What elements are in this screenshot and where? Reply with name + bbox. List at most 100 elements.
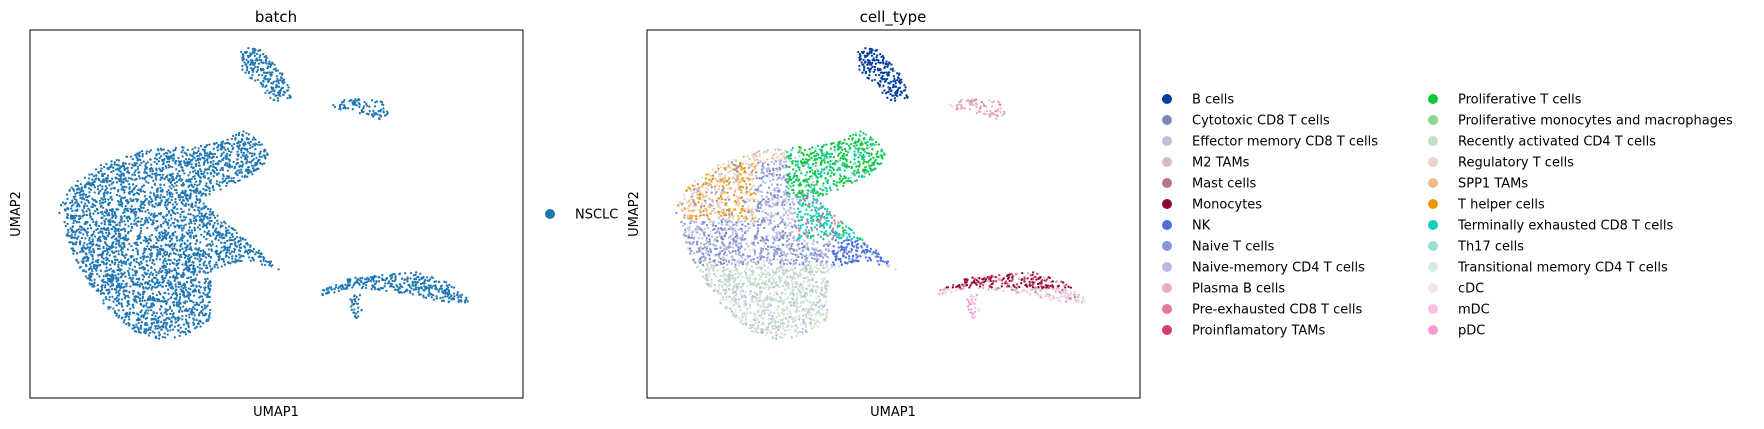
batch-point <box>69 241 73 244</box>
batch-point <box>66 197 69 201</box>
batch-point <box>183 204 186 207</box>
batch-point <box>351 108 354 111</box>
batch-point <box>204 278 207 281</box>
batch-point <box>89 272 92 275</box>
batch-point <box>72 189 76 192</box>
batch-point <box>121 185 124 188</box>
batch-point <box>144 164 147 167</box>
batch-point <box>441 296 444 299</box>
batch-point <box>141 210 144 213</box>
batch-point <box>87 207 90 210</box>
batch-point <box>124 275 127 278</box>
batch-point <box>215 263 219 266</box>
batch-point <box>179 215 182 219</box>
batch-point <box>428 278 432 281</box>
batch-point <box>381 278 385 282</box>
batch-point <box>321 292 324 296</box>
cell-type-point <box>717 167 720 170</box>
batch-point <box>127 318 131 321</box>
batch-point <box>203 170 206 174</box>
batch-point <box>219 144 223 148</box>
batch-point <box>377 280 381 283</box>
batch-point <box>246 166 250 169</box>
batch-point <box>89 226 93 230</box>
batch-point <box>158 235 161 238</box>
batch-point <box>129 197 132 201</box>
cell-type-point <box>859 130 862 133</box>
batch-point <box>116 279 119 282</box>
batch-point <box>90 182 93 185</box>
batch-point <box>88 194 91 198</box>
batch-point <box>409 277 412 280</box>
batch-point <box>226 261 230 264</box>
batch-point <box>197 322 200 326</box>
batch-point <box>199 325 202 328</box>
batch-point <box>259 81 263 85</box>
batch-point <box>247 256 251 259</box>
batch-point <box>257 141 261 144</box>
batch-point <box>240 147 243 150</box>
batch-point <box>239 246 243 249</box>
batch-point <box>182 215 186 218</box>
batch-point <box>190 313 193 316</box>
batch-point <box>143 290 146 293</box>
batch-point <box>148 150 151 154</box>
batch-point <box>178 259 181 262</box>
batch-point <box>437 290 440 293</box>
batch-point <box>97 244 101 247</box>
batch-point <box>261 85 264 88</box>
batch-point <box>186 290 189 293</box>
batch-point <box>76 202 80 205</box>
cell-type-point <box>847 137 851 141</box>
cell-type-point <box>801 288 805 292</box>
batch-point <box>197 147 200 150</box>
batch-point <box>198 284 201 288</box>
batch-point <box>81 246 84 250</box>
batch-point <box>196 173 199 176</box>
cell-type-point <box>798 247 801 250</box>
batch-point <box>91 238 94 241</box>
batch-point <box>206 157 209 160</box>
batch-point <box>163 183 166 186</box>
batch-point <box>192 175 195 179</box>
batch-point <box>137 216 140 219</box>
cell-type-point <box>755 163 758 167</box>
batch-point <box>173 336 176 339</box>
cell-type-point <box>796 326 799 329</box>
batch-point <box>354 315 357 319</box>
batch-point <box>120 261 123 265</box>
batch-point <box>171 172 174 175</box>
cell-type-point <box>796 215 799 219</box>
cell-type-point <box>739 321 742 324</box>
batch-point <box>259 67 263 71</box>
batch-point <box>174 291 178 295</box>
batch-point <box>106 226 110 230</box>
batch-point <box>197 249 200 252</box>
batch-point <box>199 241 202 244</box>
batch-point <box>170 324 173 327</box>
batch-point <box>183 172 186 175</box>
batch-point <box>148 298 152 302</box>
cell-type-point <box>807 154 811 157</box>
batch-point <box>193 222 197 225</box>
batch-point <box>173 304 176 307</box>
batch-point <box>450 298 453 301</box>
batch-point <box>193 270 196 274</box>
cell-type-point <box>729 166 732 169</box>
batch-point <box>263 154 267 157</box>
batch-point <box>203 214 207 217</box>
batch-point <box>192 219 196 223</box>
batch-point <box>353 298 356 301</box>
batch-point <box>160 305 163 308</box>
batch-point <box>120 196 123 199</box>
batch-point <box>205 264 208 267</box>
batch-point <box>346 284 349 287</box>
batch-point <box>179 326 182 329</box>
batch-point <box>428 291 431 294</box>
batch-point <box>120 165 123 168</box>
batch-point <box>115 289 118 292</box>
batch-point <box>196 257 199 261</box>
batch-point <box>187 229 190 232</box>
batch-point <box>76 229 79 232</box>
batch-point <box>226 248 229 252</box>
